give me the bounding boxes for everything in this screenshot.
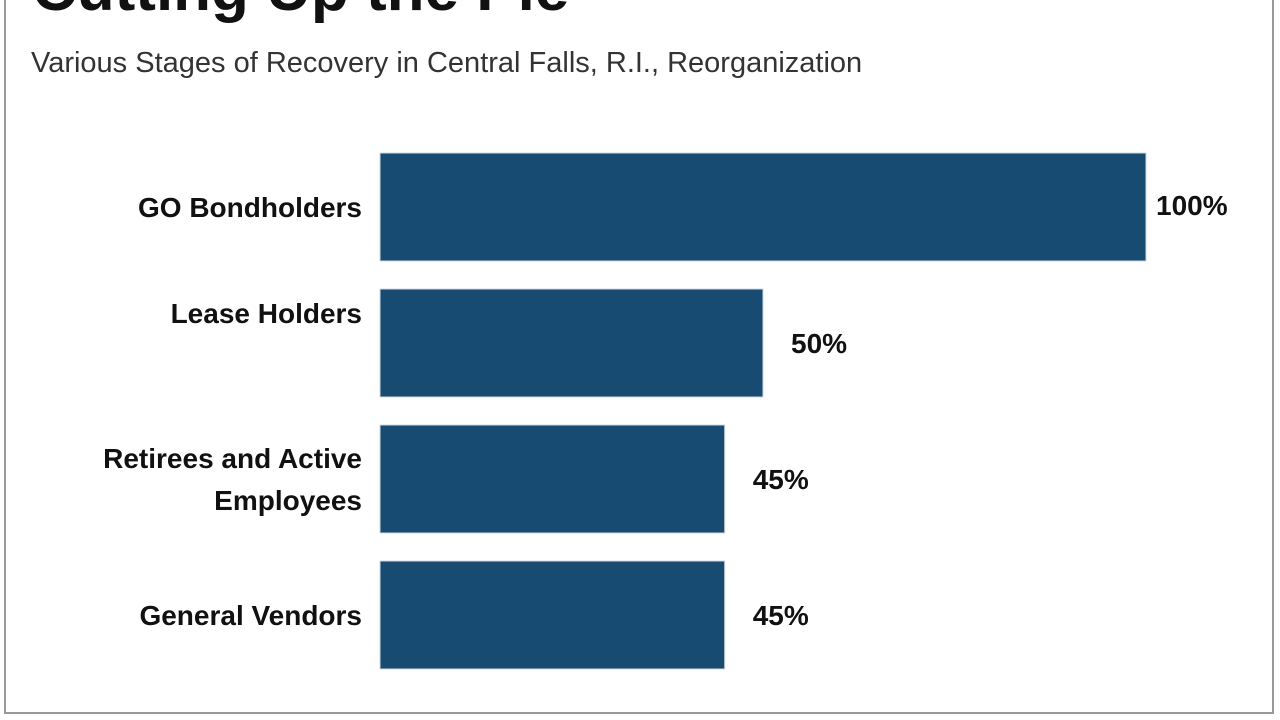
category-label-2: Retirees and Active Employees: [103, 443, 362, 516]
value-label-3: 45%: [753, 600, 809, 631]
chart-title: Cutting Up the Pie: [32, 0, 569, 22]
value-label-0: 100%: [1156, 190, 1228, 221]
category-label-0: GO Bondholders: [138, 192, 362, 223]
chart-frame: [4, 0, 1274, 714]
value-label-1: 50%: [791, 328, 847, 359]
bar-1: [379, 288, 764, 398]
chart-subtitle: Various Stages of Recovery in Central Fa…: [31, 47, 863, 79]
category-label-1: Lease Holders: [171, 298, 362, 329]
value-label-2: 45%: [753, 464, 809, 495]
bar-3: [379, 560, 726, 670]
bar-2: [379, 424, 726, 534]
category-label-3: General Vendors: [139, 600, 362, 631]
bar-0: [379, 152, 1147, 262]
